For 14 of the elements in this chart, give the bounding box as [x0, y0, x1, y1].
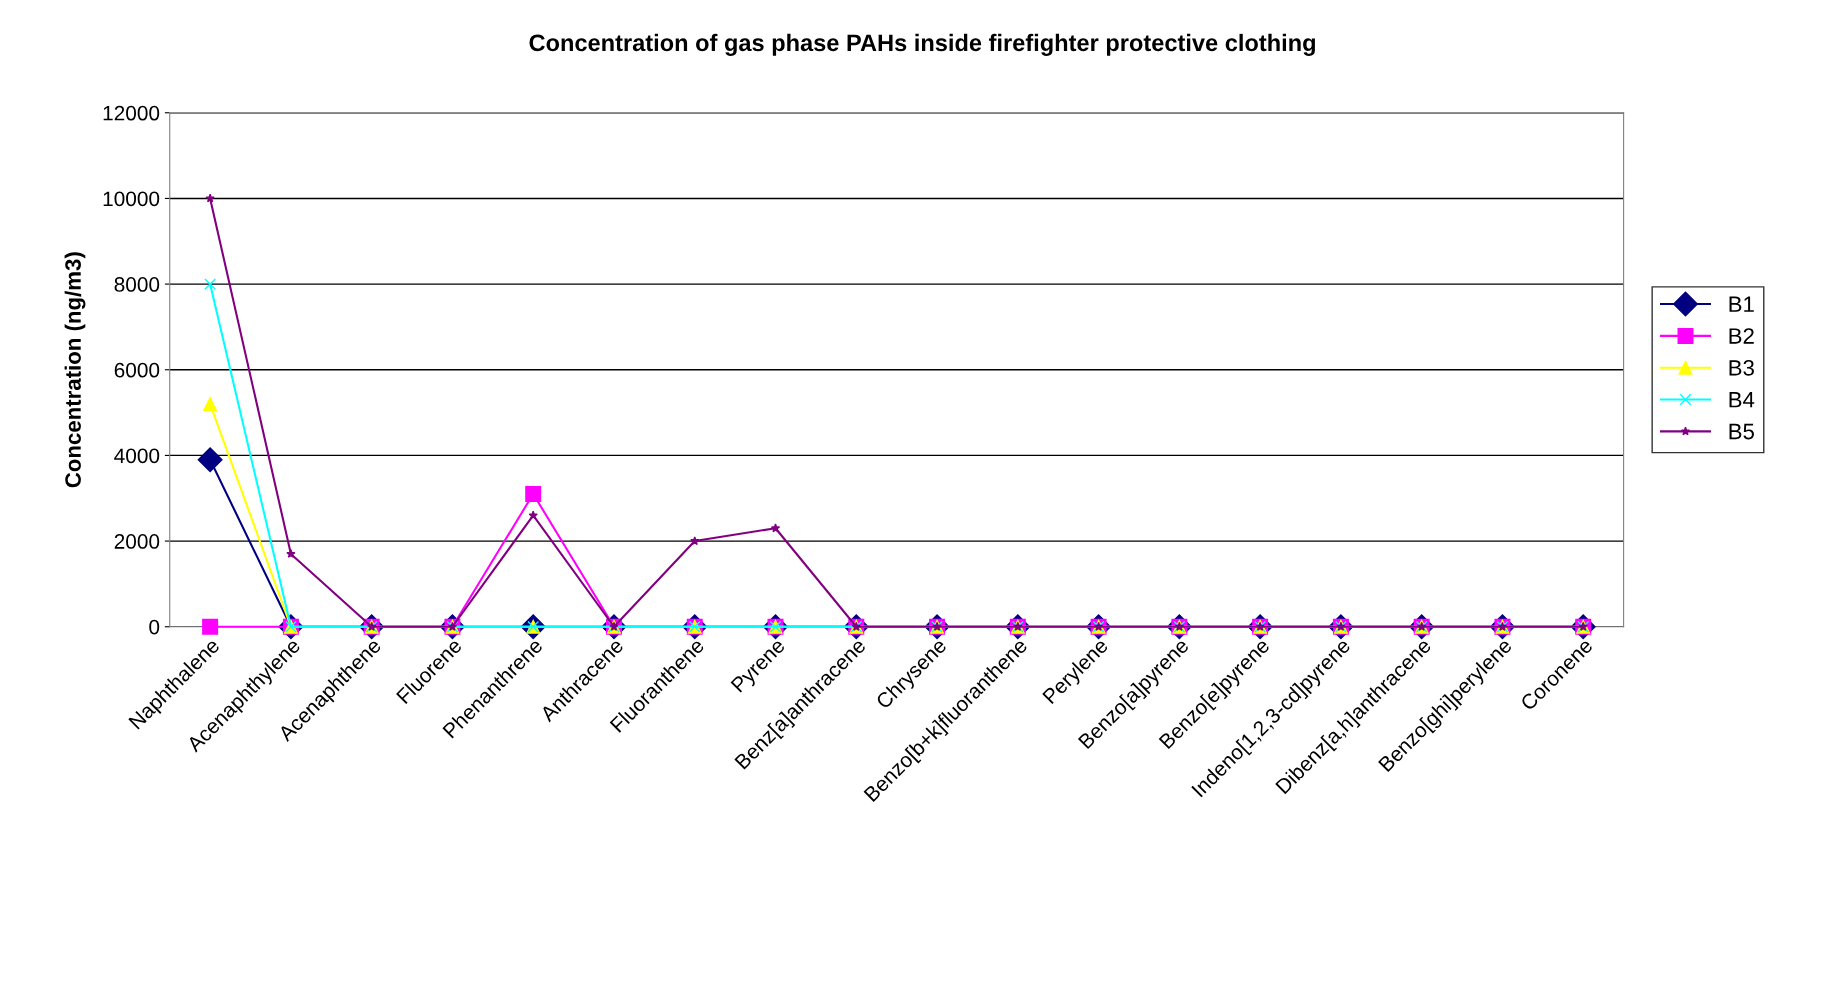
y-tick-label: 8000: [114, 277, 160, 292]
y-tick-label: 4000: [114, 448, 160, 464]
y-tick-label: 12000: [103, 105, 160, 121]
chart-title: Concentration of gas phase PAHs inside firefighter protective clothing: [529, 33, 1315, 56]
legend-label: B1: [1729, 296, 1754, 312]
legend-label: B2: [1729, 328, 1754, 344]
y-tick-label: 6000: [114, 362, 160, 378]
y-axis-title: Concentration (ng/m3): [64, 252, 86, 488]
y-tick-label: 10000: [103, 191, 160, 207]
y-tick-label: 2000: [114, 534, 160, 549]
y-tick-label: 0: [149, 619, 160, 635]
legend-label: B4: [1729, 392, 1755, 408]
legend-label: B3: [1729, 359, 1754, 376]
legend-label: B5: [1729, 423, 1754, 440]
